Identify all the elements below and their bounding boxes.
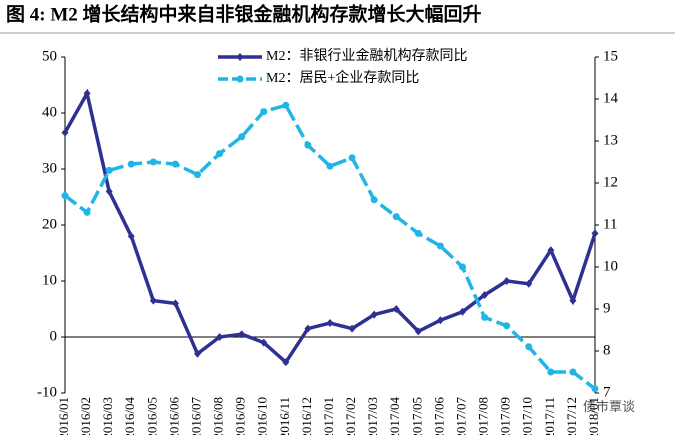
watermark: 债市覃谈	[583, 399, 635, 414]
point	[105, 166, 113, 174]
point	[216, 333, 224, 341]
point	[392, 213, 400, 221]
legend-marker	[236, 53, 244, 61]
point	[326, 319, 334, 327]
point	[370, 196, 378, 204]
x-tick-label: 2017/01	[321, 397, 336, 435]
x-tick-label: 2017/04	[387, 397, 402, 435]
point	[61, 192, 69, 200]
point	[238, 330, 246, 339]
x-tick-label: 2017/07	[453, 397, 468, 435]
series-line	[63, 103, 597, 391]
x-tick-label: 2017/08	[476, 397, 491, 435]
point	[414, 327, 422, 336]
point	[370, 310, 378, 319]
x-tick-label: 2016/07	[188, 397, 203, 435]
y2-tick-label: 12	[603, 174, 618, 190]
y2-tick-label: 10	[603, 258, 618, 274]
point	[459, 307, 466, 316]
x-tick-label: 2017/12	[564, 397, 579, 435]
point	[83, 208, 91, 216]
x-tick-label: 2017/09	[498, 397, 513, 435]
point	[436, 242, 444, 250]
y2-tick-label: 13	[603, 132, 618, 148]
x-tick-label: 2016/05	[144, 397, 159, 435]
x-tick-label: 2016/03	[100, 397, 115, 435]
y2-tick-label: 7	[603, 384, 611, 400]
point	[260, 108, 268, 116]
point	[238, 133, 246, 141]
point	[149, 158, 157, 166]
point	[547, 246, 555, 255]
x-tick-label: 2016/11	[277, 397, 292, 435]
y2-tick-label: 14	[603, 90, 619, 106]
point	[503, 322, 511, 330]
y2-tick-label: 11	[603, 216, 617, 232]
point	[61, 128, 69, 137]
point	[83, 89, 91, 98]
point	[348, 154, 356, 162]
y-tick-label: 30	[42, 160, 57, 176]
point	[547, 368, 555, 376]
y-tick-label: 10	[42, 272, 57, 288]
point	[216, 150, 224, 158]
x-tick-label: 2016/10	[255, 397, 270, 435]
point	[348, 324, 356, 333]
point	[525, 343, 533, 351]
point	[149, 296, 157, 305]
point	[105, 187, 113, 196]
y2-tick-label: 9	[603, 300, 611, 316]
point	[282, 101, 290, 109]
x-tick-label: 2016/01	[56, 397, 71, 435]
point	[127, 160, 135, 168]
legend-marker	[236, 75, 244, 83]
chart-title: 图 4: M2 增长结构中来自非银金融机构存款增长大幅回升	[6, 2, 482, 25]
point	[194, 349, 201, 358]
point	[569, 368, 577, 376]
x-tick-label: 2018/01	[586, 397, 601, 435]
point	[481, 313, 489, 321]
point	[503, 277, 511, 285]
y-tick-label: 20	[42, 216, 57, 232]
point	[481, 291, 489, 299]
x-tick-label: 2016/04	[122, 397, 137, 435]
x-tick-label: 2017/11	[542, 397, 557, 435]
point	[171, 299, 179, 308]
point	[591, 229, 599, 238]
x-tick-label: 2017/05	[409, 397, 424, 435]
point	[282, 358, 290, 367]
point	[392, 305, 400, 313]
x-tick-label: 2017/06	[431, 397, 446, 435]
x-tick-label: 2016/12	[299, 397, 314, 435]
point	[304, 324, 312, 333]
point	[436, 316, 444, 325]
x-tick-label: 2017/03	[365, 397, 380, 435]
legend-label: M2：非银行业金融机构存款同比	[266, 48, 467, 64]
y-tick-label: 0	[50, 328, 58, 344]
y-tick-label: -10	[37, 384, 57, 400]
point	[326, 162, 334, 170]
legend-label: M2：居民+企业存款同比	[266, 69, 419, 86]
point	[304, 141, 312, 149]
y-tick-label: 40	[42, 104, 57, 120]
point	[591, 385, 599, 393]
x-tick-label: 2017/10	[520, 397, 535, 435]
point	[569, 296, 577, 305]
point	[459, 263, 466, 271]
point	[194, 171, 201, 179]
point	[127, 232, 135, 241]
x-tick-label: 2016/09	[233, 397, 248, 435]
point	[414, 229, 422, 237]
x-tick-label: 2016/08	[211, 397, 226, 435]
y2-tick-label: 15	[603, 48, 618, 64]
point	[260, 338, 268, 347]
point	[525, 279, 533, 288]
y-tick-label: 50	[42, 48, 57, 64]
x-tick-label: 2017/02	[343, 397, 358, 435]
x-tick-label: 2016/06	[166, 397, 181, 435]
x-tick-label: 2016/02	[78, 397, 93, 435]
y2-tick-label: 8	[603, 342, 611, 358]
point	[171, 160, 179, 168]
